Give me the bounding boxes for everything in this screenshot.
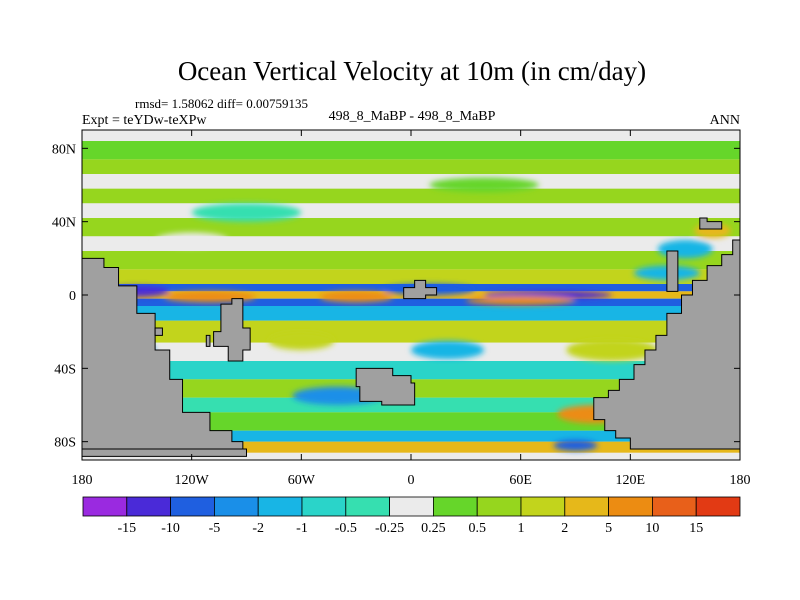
field-feature-16 bbox=[566, 339, 658, 361]
field-feature-6 bbox=[657, 240, 713, 259]
land-islet-a bbox=[154, 327, 163, 336]
season-label: ANN bbox=[710, 113, 740, 128]
land-s-polar-cap bbox=[82, 448, 247, 457]
chart-title: Ocean Vertical Velocity at 10m (in cm/da… bbox=[178, 56, 646, 86]
colorbar-box-10 bbox=[520, 496, 566, 517]
land-island-mid-south bbox=[213, 298, 251, 362]
y-tick-label-2: 0 bbox=[69, 289, 76, 304]
colorbar-box-14 bbox=[695, 496, 741, 517]
colorbar-label-2: -5 bbox=[209, 521, 221, 536]
x-tick-label-4: 60E bbox=[509, 473, 532, 488]
colorbar-label-7: 0.25 bbox=[421, 521, 446, 536]
colorbar: -15 -10 -5 -2 -1 -0.5 -0.25 0.25 0.5 1 2 5 10 15 bbox=[82, 496, 741, 536]
colorbar-label-10: 2 bbox=[561, 521, 568, 536]
field-feature-5 bbox=[319, 291, 393, 303]
land-mask bbox=[82, 217, 740, 457]
field-band-4 bbox=[82, 188, 740, 204]
field-band-3 bbox=[82, 174, 740, 189]
colorbar-label-11: 5 bbox=[605, 521, 612, 536]
colorbar-label-8: 0.5 bbox=[468, 521, 486, 536]
x-tick-label-5: 120E bbox=[616, 473, 646, 488]
colorbar-label-4: -1 bbox=[296, 521, 308, 536]
x-tick-label-1: 120W bbox=[175, 473, 210, 488]
colorbar-label-9: 1 bbox=[518, 521, 525, 536]
colorbar-label-6: -0.25 bbox=[375, 521, 404, 536]
field-band-13 bbox=[82, 306, 740, 321]
colorbar-box-7 bbox=[389, 496, 434, 517]
y-tick-label-3: 40S bbox=[54, 362, 76, 377]
field-band-14 bbox=[82, 320, 740, 343]
colorbar-box-5 bbox=[301, 496, 347, 517]
colorbar-box-12 bbox=[608, 496, 653, 517]
x-tick-label-2: 60W bbox=[288, 473, 316, 488]
stats-line: rmsd= 1.58062 diff= 0.00759135 bbox=[135, 96, 308, 111]
x-tick-label-3: 0 bbox=[408, 473, 415, 488]
field-band-5 bbox=[82, 203, 740, 218]
land-island-south bbox=[355, 367, 416, 406]
field-feature-12 bbox=[553, 439, 598, 451]
colorbar-box-1 bbox=[126, 496, 172, 517]
field-band-8 bbox=[82, 251, 740, 270]
land-east-strip bbox=[666, 250, 679, 292]
field-feature-18 bbox=[268, 331, 335, 351]
experiment-label: Expt = teYDw-teXPw bbox=[82, 113, 207, 128]
field-band-9 bbox=[82, 269, 740, 284]
map-plot-area bbox=[82, 130, 740, 460]
field-band-16 bbox=[82, 361, 740, 380]
land-north-island bbox=[699, 217, 723, 230]
colorbar-label-1: -10 bbox=[161, 521, 180, 536]
x-axis: 180 120W 60W 0 60E 120E 180 bbox=[72, 130, 751, 488]
field-feature-14 bbox=[429, 177, 539, 193]
colorbar-label-12: 10 bbox=[645, 521, 659, 536]
land-islet-b bbox=[205, 334, 211, 347]
field-band-6 bbox=[82, 218, 740, 237]
colorbar-label-5: -0.5 bbox=[335, 521, 357, 536]
y-tick-label-1: 40N bbox=[52, 216, 76, 231]
x-tick-label-6: 180 bbox=[730, 473, 751, 488]
case-label: 498_8_MaBP - 498_8_MaBP bbox=[329, 109, 496, 124]
colorbar-box-3 bbox=[213, 496, 259, 517]
y-tick-label-0: 80N bbox=[52, 142, 76, 157]
colorbar-box-0 bbox=[82, 496, 128, 517]
colorbar-box-4 bbox=[257, 496, 303, 517]
field-band-20 bbox=[82, 430, 740, 442]
land-west-land bbox=[82, 257, 244, 450]
field-band-2 bbox=[82, 159, 740, 174]
field-feature-13 bbox=[191, 203, 302, 222]
field-band-7 bbox=[82, 236, 740, 251]
colorbar-box-9 bbox=[476, 496, 522, 517]
colorbar-label-0: -15 bbox=[117, 521, 136, 536]
colorbar-box-6 bbox=[345, 496, 390, 517]
field-band-21 bbox=[82, 441, 740, 453]
field-feature-17 bbox=[411, 340, 485, 360]
y-tick-label-4: 80S bbox=[54, 436, 76, 451]
colorbar-box-11 bbox=[564, 496, 609, 517]
colorbar-box-2 bbox=[170, 496, 215, 517]
y-axis: 80N 40N 0 40S 80S bbox=[52, 142, 740, 451]
land-east-land bbox=[593, 239, 740, 450]
field-band-12 bbox=[82, 298, 740, 306]
x-tick-label-0: 180 bbox=[72, 473, 93, 488]
colorbar-label-13: 15 bbox=[689, 521, 703, 536]
colorbar-box-8 bbox=[432, 496, 478, 517]
field-feature-3 bbox=[465, 295, 576, 306]
colorbar-label-3: -2 bbox=[252, 521, 264, 536]
colorbar-box-13 bbox=[652, 496, 697, 517]
field-feature-15 bbox=[155, 232, 229, 248]
land-small-central bbox=[403, 279, 438, 300]
field-band-1 bbox=[82, 141, 740, 160]
